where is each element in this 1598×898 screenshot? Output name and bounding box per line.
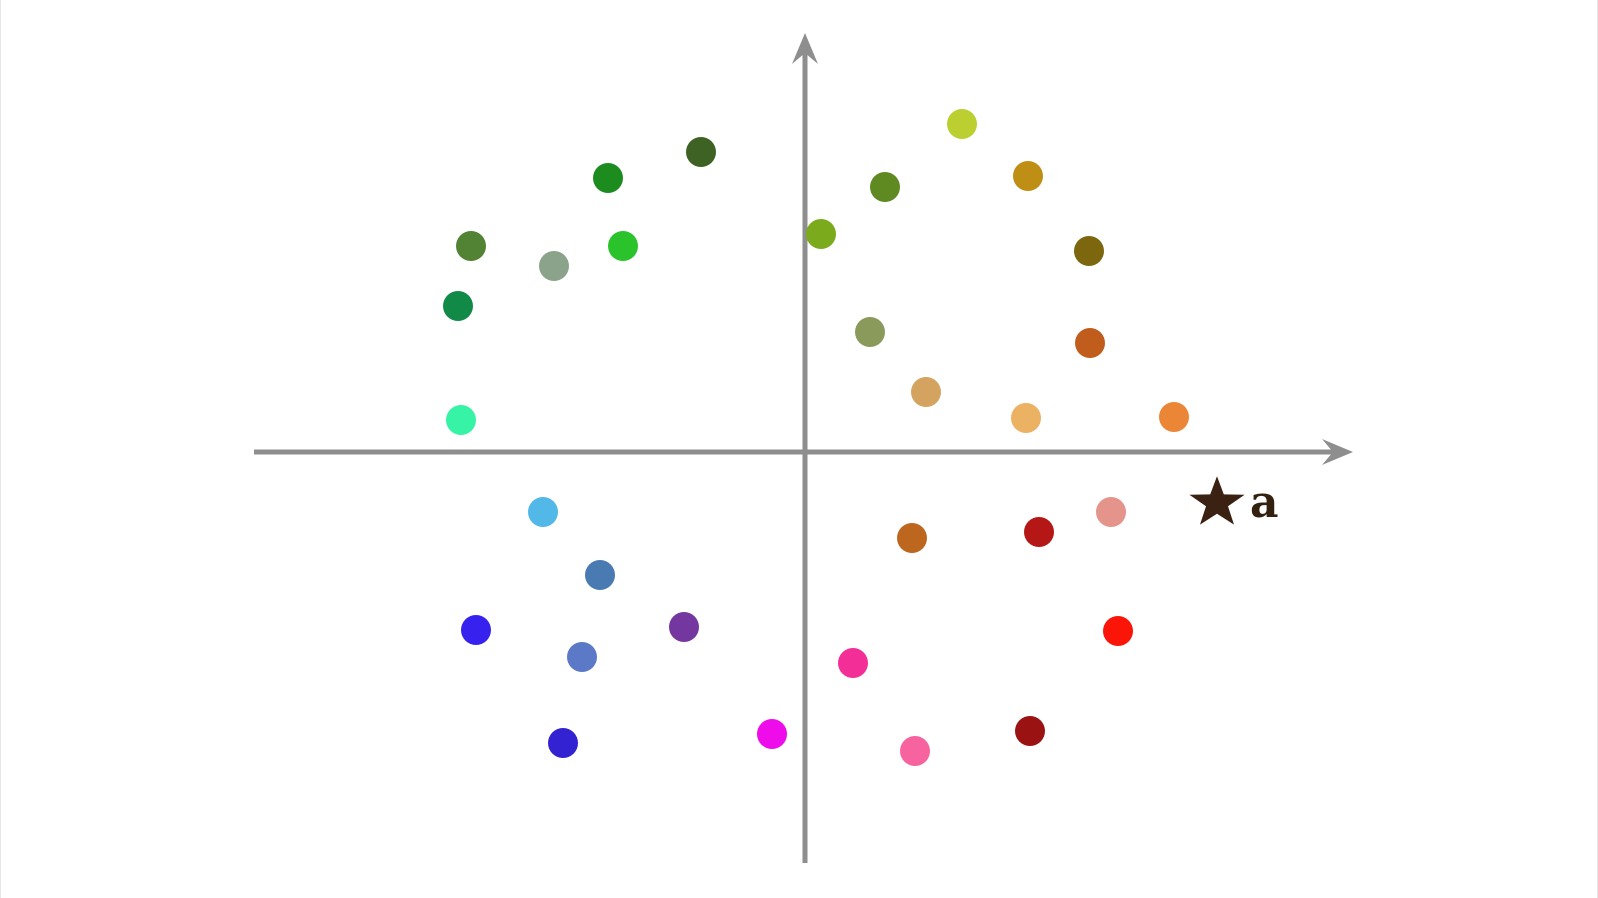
scatter-point-2 [608, 231, 638, 261]
scatter-point-0 [686, 137, 716, 167]
scatter-point-15 [1011, 403, 1041, 433]
scatter-point-20 [669, 612, 699, 642]
x-axis-arrowhead-icon [1322, 439, 1353, 465]
scatter-point-25 [1024, 517, 1054, 547]
scatter-point-29 [1015, 716, 1045, 746]
scatter-point-14 [911, 377, 941, 407]
scatter-point-10 [806, 219, 836, 249]
y-axis-arrowhead-icon [792, 33, 818, 64]
scatter-point-13 [1075, 328, 1105, 358]
scatter-point-23 [757, 719, 787, 749]
scatter-point-19 [461, 615, 491, 645]
scatter-point-16 [1159, 402, 1189, 432]
scatter-point-12 [855, 317, 885, 347]
scatter-point-1 [593, 163, 623, 193]
scatter-point-9 [1013, 161, 1043, 191]
axes [254, 33, 1353, 863]
scatter-point-28 [838, 648, 868, 678]
scatter-point-18 [585, 560, 615, 590]
annotation-group: a [1189, 476, 1279, 528]
scatter-point-6 [446, 405, 476, 435]
scatter-point-26 [1096, 497, 1126, 527]
star-label: a [1250, 477, 1279, 528]
scatter-point-30 [900, 736, 930, 766]
scatter-point-24 [897, 523, 927, 553]
scatter-point-11 [1074, 236, 1104, 266]
scatter-point-17 [528, 497, 558, 527]
star-marker [1189, 476, 1245, 525]
scatter-point-21 [567, 642, 597, 672]
scatter-point-27 [1103, 616, 1133, 646]
scatter-point-22 [548, 728, 578, 758]
scatter-points [443, 109, 1189, 766]
scatter-point-5 [443, 291, 473, 321]
scatter-point-7 [947, 109, 977, 139]
scatter-point-8 [870, 172, 900, 202]
scatter-point-3 [456, 231, 486, 261]
scatter-point-4 [539, 251, 569, 281]
